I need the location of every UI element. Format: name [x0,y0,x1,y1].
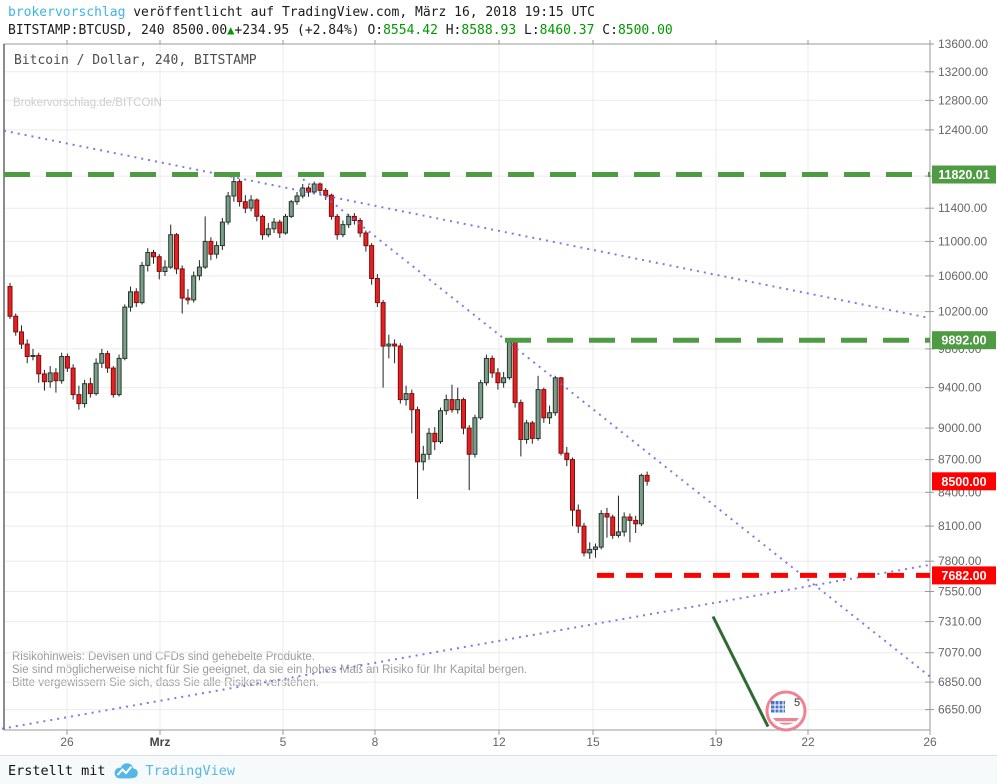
price-tick-label: 7550.00 [938,585,982,599]
event-count: 5 [794,697,800,709]
date-tick-label: Mrz [150,735,171,749]
date-tick-label: 22 [801,735,815,749]
price-tick-label: 12800.00 [938,93,988,107]
date-tick-label: 5 [280,735,287,749]
low-label: L: [516,23,540,38]
price-tick-label: 6650.00 [938,703,982,717]
tradingview-logo-icon [114,763,138,779]
price-label-badge: 7682.00 [941,569,986,583]
price-label-badge: 8500.00 [941,475,986,489]
trendlines[interactable] [1,129,931,730]
date-tick-label: 12 [492,735,506,749]
risk-line: Sie sind möglicherweise nicht für Sie ge… [12,664,528,676]
price-tick-label: 12400.00 [938,123,988,137]
symbol-ohlc-line: BITSTAMP:BTCUSD, 240 8500.00▲+234.95 (+2… [8,22,673,39]
price-tick-label: 8700.00 [938,453,982,467]
date-tick-label: 8 [372,735,379,749]
risk-line: Bitte vergewissern Sie sich, dass Sie al… [12,677,319,689]
price-tick-label: 7310.00 [938,615,982,629]
open-value: 8554.42 [383,23,438,38]
watermark: Brokervorschlag.de/BITCOIN [13,97,162,109]
chart-legend-title: Bitcoin / Dollar, 240, BITSTAMP [14,53,257,68]
price-tick-label: 13200.00 [938,65,988,79]
publish-info: veröffentlicht auf TradingView.com, März… [125,5,596,20]
close-label: C: [594,23,618,38]
support-resistance-lines[interactable] [4,172,930,578]
dotted-trendline [1,563,931,730]
price-tick-label: 11400.00 [938,201,987,215]
open-label: O: [359,23,384,38]
plot-border [3,40,934,735]
tradingview-brand-link[interactable]: TradingView [145,762,235,779]
price-tick-label: 9400.00 [938,381,982,395]
price-label-badges: 11820.01 9892.00 7682.00 8500.00 [932,165,996,585]
price-axis[interactable]: 13600.0013200.0012800.0012400.0011800.00… [938,37,988,717]
created-with-label: Erstellt mit [8,762,106,779]
high-value: 8588.93 [461,23,517,38]
price-tick-label: 13600.00 [938,37,988,51]
price-label-badge: 11820.01 [938,168,989,182]
symbol-interval-price: BITSTAMP:BTCUSD, 240 8500.00 [8,23,228,38]
candlestick-series [7,173,650,559]
risk-disclaimer: Risikohinweis: Devisen und CFDs sind geh… [12,651,527,690]
price-label-badge: 9892.00 [941,334,986,348]
up-arrow-icon: ▲ [227,23,235,37]
high-label: H: [437,23,462,38]
price-tick-label: 10200.00 [938,305,988,319]
price-tick-label: 10600.00 [938,269,988,283]
date-tick-label: 26 [923,735,937,749]
economic-event-badge[interactable]: 5 [765,690,807,732]
date-tick-label: 26 [60,735,74,749]
time-axis[interactable]: 26 Mrz 5 8 12 15 19 22 26 [60,735,937,749]
price-tick-label: 9000.00 [938,421,982,435]
price-tick-label: 7800.00 [938,554,982,568]
dotted-trendline [302,178,931,678]
publish-header: brokervorschlag veröffentlicht auf Tradi… [8,4,595,21]
price-tick-label: 6850.00 [938,675,982,689]
grid-lines [4,44,931,730]
footer-bar: Erstellt mit TradingView [0,755,997,784]
green-trend-segment[interactable] [711,615,770,728]
low-value: 8460.37 [539,23,595,38]
date-tick-label: 19 [709,735,723,749]
date-tick-label: 15 [586,735,600,749]
close-value: 8500.00 [617,23,673,38]
price-tick-label: 8100.00 [938,519,982,533]
price-tick-label: 7070.00 [938,646,982,660]
change-value: +234.95 (+2.84%) [234,23,360,38]
price-tick-label: 11000.00 [938,234,987,248]
author-link[interactable]: brokervorschlag [8,5,126,20]
